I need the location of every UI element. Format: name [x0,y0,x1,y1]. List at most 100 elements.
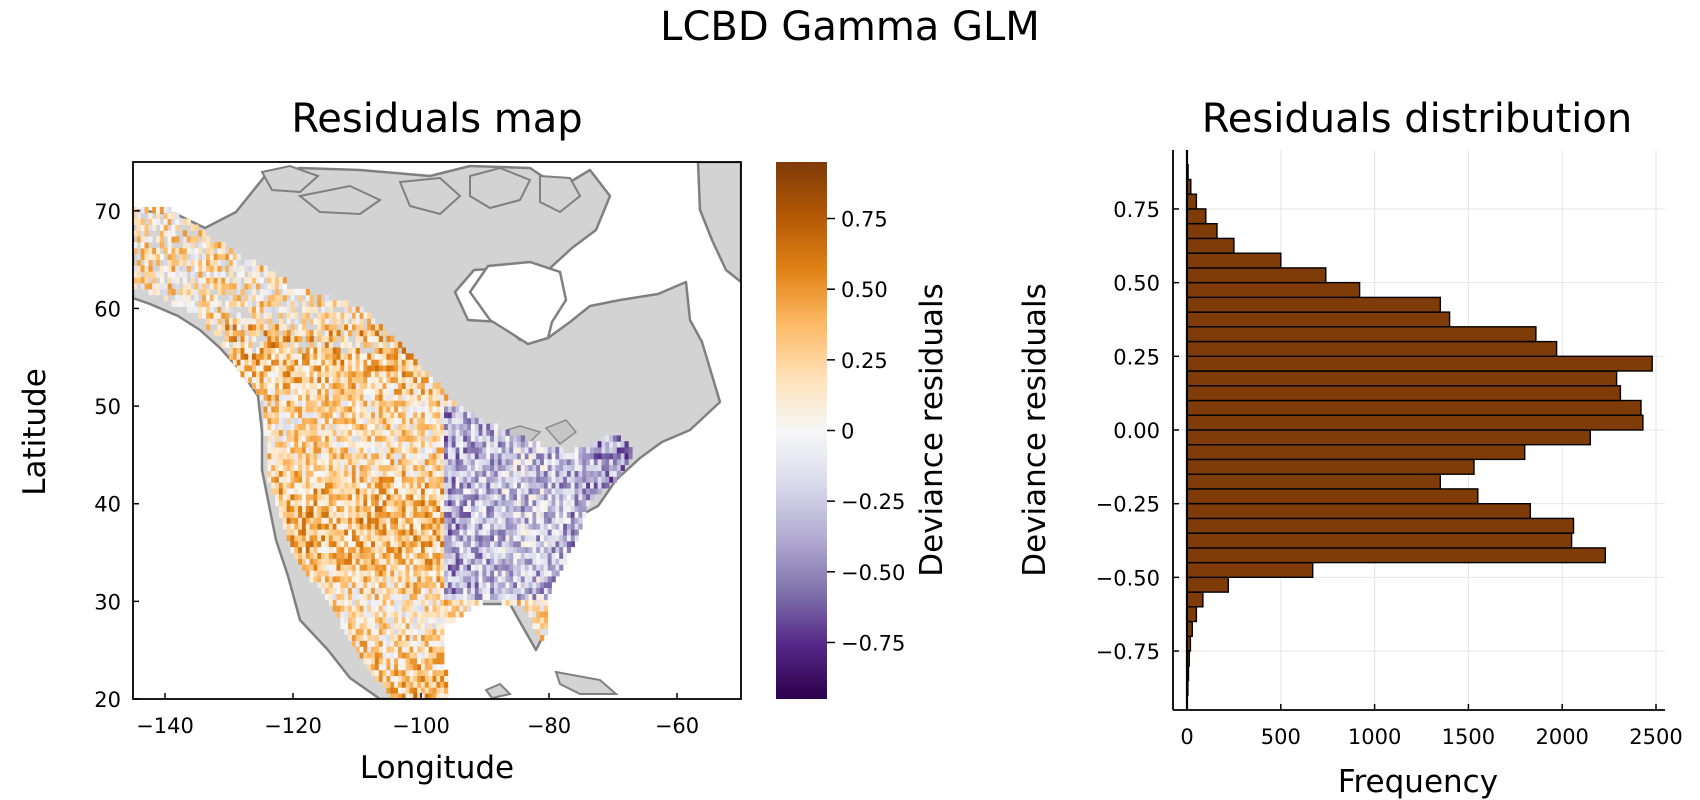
residual-pixel [482,511,487,518]
residual-pixel [486,570,491,577]
residual-pixel [298,370,303,378]
residual-pixel [351,605,357,612]
residual-pixel [240,359,245,366]
residual-pixel [359,417,364,425]
residual-pixel [417,447,422,454]
residual-pixel [486,435,491,442]
residual-pixel [336,488,341,495]
residual-pixel [290,529,295,536]
residual-pixel [463,411,468,419]
residual-pixel [332,394,337,401]
residual-pixel [386,628,391,635]
residual-pixel [371,470,376,477]
residual-pixel [294,353,299,360]
residual-pixel [417,429,422,436]
residual-pixel [194,306,199,313]
residual-pixel [394,523,399,530]
residual-pixel [309,359,314,366]
residual-pixel [359,628,364,635]
residual-pixel [401,570,406,577]
residual-pixel [355,511,360,518]
residual-pixel [159,206,165,214]
residual-pixel [186,242,191,249]
residual-pixel [367,599,372,606]
residual-pixel [394,599,399,606]
residual-pixel [221,271,226,278]
residual-pixel [271,335,276,343]
residual-pixel [394,417,399,425]
residual-pixel [305,306,310,313]
residual-pixel [355,482,360,489]
residual-pixel [540,511,545,518]
residual-pixel [405,640,410,647]
residual-pixel [398,476,403,483]
residual-pixel [313,453,318,460]
residual-pixel [351,453,357,460]
residual-pixel [317,564,322,571]
residual-pixel [294,359,299,366]
residual-pixel [286,359,291,366]
residual-pixel [271,453,276,460]
residual-pixel [597,447,602,454]
residual-pixel [428,470,433,477]
residual-pixel [278,494,284,501]
residual-pixel [136,271,141,278]
residual-pixel [275,341,280,348]
residual-pixel [305,552,310,559]
residual-pixel [305,429,310,436]
residual-pixel [428,441,433,448]
residual-pixel [405,400,410,407]
residual-pixel [570,488,575,495]
residual-pixel [144,265,149,272]
residual-pixel [467,499,472,507]
residual-pixel [424,587,429,594]
residual-pixel [382,593,387,600]
residual-pixel [351,640,357,647]
residual-pixel [348,341,353,348]
residual-pixel [405,658,410,665]
residual-pixel [401,359,406,366]
residual-pixel [413,365,418,372]
residual-pixel [417,529,422,536]
residual-pixel [467,552,472,559]
residual-pixel [566,453,572,460]
residual-pixel [540,552,545,559]
residual-pixel [494,435,499,442]
residual-pixel [325,382,330,389]
residual-pixel [470,411,476,419]
residual-pixel [432,535,437,542]
residual-pixel [252,277,257,284]
residual-pixel [278,341,284,348]
residual-pixel [394,400,399,407]
residual-pixel [386,411,391,419]
residual-pixel [501,458,506,466]
residual-pixel [163,259,168,266]
residual-pixel [344,394,349,401]
residual-pixel [209,300,214,307]
residual-pixel [470,464,476,471]
residual-pixel [455,435,460,442]
residual-pixel [409,581,414,589]
residual-pixel [340,581,345,589]
residual-pixel [421,435,426,442]
residual-pixel [378,476,383,483]
residual-pixel [409,622,414,630]
residual-pixel [374,552,380,559]
residual-pixel [436,511,441,518]
residual-pixel [367,605,372,612]
residual-pixel [478,581,483,589]
residual-pixel [317,476,322,483]
residual-pixel [428,447,433,454]
residual-pixel [582,488,587,495]
residual-pixel [517,576,522,583]
residual-pixel [140,265,145,272]
residual-pixel [344,540,349,548]
residual-pixel [432,634,437,641]
residual-pixel [417,400,422,407]
residual-pixel [217,265,222,272]
residual-pixel [363,406,368,413]
residual-pixel [302,288,307,296]
residual-pixel [436,417,441,425]
residual-pixel [505,558,510,565]
residual-pixel [386,406,391,413]
